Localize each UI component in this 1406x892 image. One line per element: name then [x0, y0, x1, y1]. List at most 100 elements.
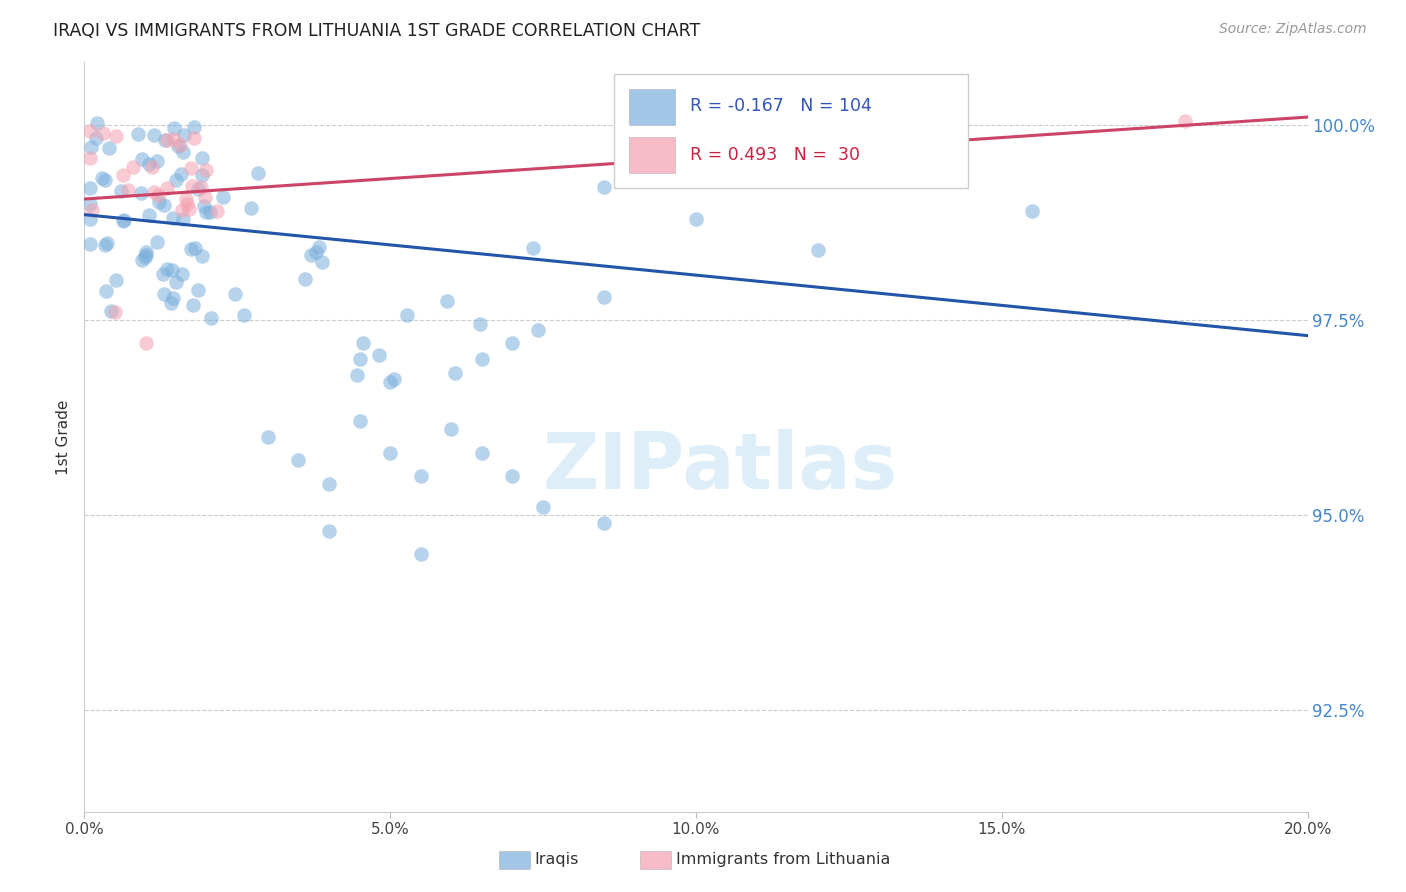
Point [502, 336, 524, 351]
Point [685, 211, 707, 226]
Point [91, 126, 114, 140]
Point [169, 137, 191, 152]
Point [172, 212, 194, 227]
Point [165, 173, 187, 187]
Point [131, 253, 153, 268]
Point [170, 202, 193, 217]
Point [190, 180, 212, 194]
Point [195, 163, 218, 178]
Point [191, 151, 214, 165]
Text: R = -0.167   N = 104: R = -0.167 N = 104 [690, 97, 872, 115]
Point [502, 469, 524, 483]
Point [105, 273, 128, 287]
Point [152, 267, 174, 281]
Bar [628, 88, 675, 125]
Point [165, 275, 187, 289]
Point [170, 167, 193, 181]
Point [184, 241, 207, 255]
Point [173, 128, 195, 143]
Point [304, 244, 326, 259]
Point [181, 179, 204, 194]
Point [162, 291, 184, 305]
Point [167, 139, 190, 153]
Point [1174, 114, 1197, 128]
Point [134, 250, 156, 264]
Point [79, 181, 101, 195]
Point [156, 181, 179, 195]
Point [112, 213, 135, 227]
Point [191, 249, 214, 263]
Text: Immigrants from Lithuania: Immigrants from Lithuania [676, 853, 890, 867]
Bar [628, 136, 675, 172]
Point [104, 305, 127, 319]
Point [79, 211, 101, 226]
Point [160, 295, 183, 310]
Point [100, 304, 122, 318]
Point [172, 267, 194, 281]
Text: Source: ZipAtlas.com: Source: ZipAtlas.com [1219, 22, 1367, 37]
Point [191, 168, 214, 182]
Point [117, 183, 139, 197]
Point [299, 248, 322, 262]
Point [380, 446, 402, 460]
Point [207, 204, 229, 219]
Point [141, 160, 163, 174]
Point [180, 161, 202, 175]
Point [129, 186, 152, 200]
Point [593, 290, 616, 304]
Point [346, 368, 368, 383]
Point [1021, 203, 1043, 218]
Point [172, 145, 194, 160]
Point [193, 199, 215, 213]
Point [162, 211, 184, 225]
Point [79, 124, 101, 138]
Point [105, 129, 128, 144]
Point [807, 114, 830, 128]
Point [318, 524, 340, 538]
Point [110, 185, 132, 199]
Point [80, 203, 103, 218]
Point [111, 169, 134, 183]
Point [318, 477, 340, 491]
Point [294, 271, 316, 285]
Point [146, 235, 169, 249]
Point [176, 197, 198, 211]
Point [198, 204, 221, 219]
Point [232, 309, 254, 323]
Point [409, 547, 432, 561]
Point [409, 469, 432, 483]
Point [395, 308, 418, 322]
Point [79, 237, 101, 252]
Point [187, 181, 209, 195]
Point [212, 190, 235, 204]
Point [257, 430, 280, 444]
Text: ZIPatlas: ZIPatlas [543, 429, 898, 505]
Point [138, 157, 160, 171]
Point [112, 212, 135, 227]
Point [142, 128, 165, 142]
Point [177, 202, 200, 216]
Point [181, 298, 204, 312]
Point [86, 115, 108, 129]
Point [80, 140, 103, 154]
Point [79, 196, 101, 211]
Point [349, 352, 371, 367]
Point [79, 151, 101, 165]
Point [127, 128, 149, 142]
Point [183, 131, 205, 145]
Point [148, 188, 170, 202]
Point [380, 376, 402, 390]
Point [468, 318, 491, 332]
Point [163, 132, 186, 146]
Point [131, 152, 153, 166]
Point [148, 194, 170, 209]
Point [94, 238, 117, 252]
FancyBboxPatch shape [614, 74, 967, 187]
Point [531, 500, 554, 515]
Point [440, 422, 463, 436]
Point [153, 197, 176, 211]
Point [443, 367, 465, 381]
Text: R = 0.493   N =  30: R = 0.493 N = 30 [690, 145, 860, 163]
Point [807, 243, 830, 257]
Point [180, 242, 202, 256]
